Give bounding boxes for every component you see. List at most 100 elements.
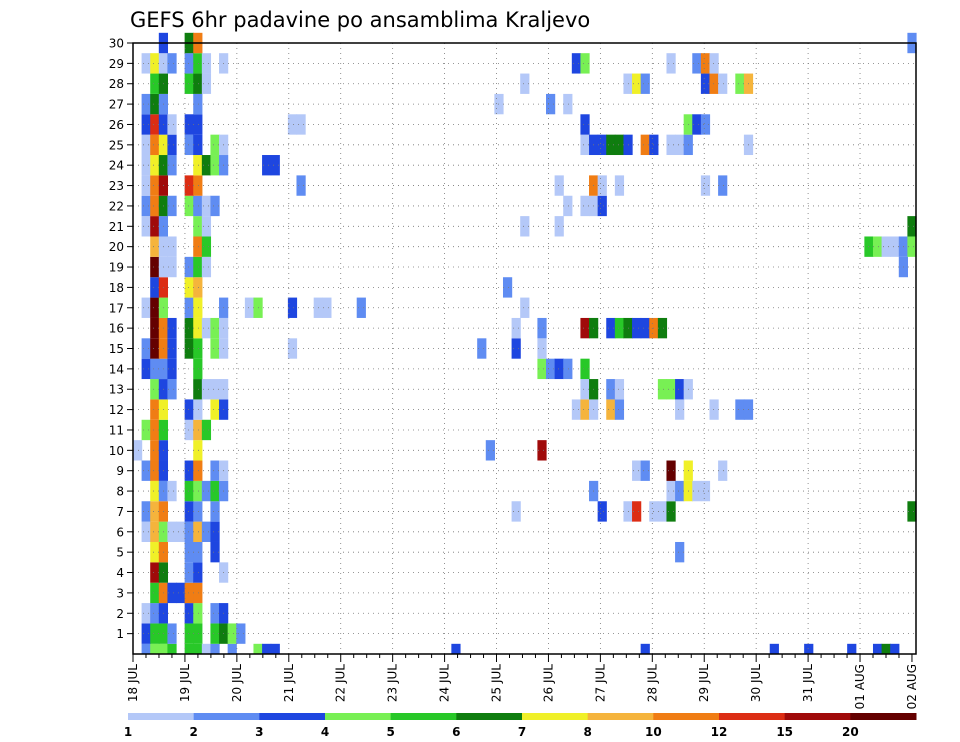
y-tick-label: 16	[109, 322, 124, 336]
heatmap-cell	[167, 256, 177, 278]
heatmap-cell	[193, 134, 203, 156]
heatmap-cell	[881, 643, 891, 654]
heatmap-cell	[193, 643, 203, 654]
y-tick-label: 15	[109, 342, 124, 356]
heatmap-cell	[141, 643, 151, 654]
color-bar-swatch	[653, 713, 720, 720]
y-tick-label: 14	[109, 362, 124, 376]
heatmap-cells	[133, 32, 917, 654]
heatmap-cell	[184, 521, 194, 542]
heatmap-cell	[210, 155, 220, 176]
color-bar-swatch	[587, 713, 654, 720]
heatmap-cell	[563, 93, 573, 115]
heatmap-cell	[141, 603, 151, 624]
y-tick-label: 1	[116, 627, 124, 641]
heatmap-cell	[597, 134, 607, 156]
heatmap-cell	[167, 114, 177, 135]
heatmap-cell	[709, 399, 719, 420]
heatmap-cell	[167, 480, 177, 502]
heatmap-cell	[193, 236, 203, 257]
heatmap-cell	[632, 73, 642, 94]
heatmap-cell	[356, 297, 366, 318]
heatmap-cell	[184, 419, 194, 441]
heatmap-cell	[141, 216, 151, 237]
heatmap-cell	[141, 358, 151, 380]
heatmap-cell	[675, 379, 685, 400]
y-tick-label: 13	[109, 383, 124, 397]
x-tick-label: 28 JUL	[645, 664, 659, 702]
y-axis: 1234567891011121314151617181920212223242…	[109, 37, 133, 641]
heatmap-cell	[141, 195, 151, 217]
heatmap-cell	[718, 73, 728, 94]
heatmap-cell	[150, 277, 160, 298]
heatmap-cell	[201, 419, 212, 441]
color-bar-label: 10	[645, 725, 662, 739]
heatmap-cell	[614, 399, 625, 420]
heatmap-cell	[262, 155, 272, 176]
x-tick-label: 25 JUL	[490, 664, 504, 702]
heatmap-cell	[296, 114, 306, 135]
chart-title: GEFS 6hr padavine po ansamblima Kraljevo	[130, 8, 590, 32]
heatmap-cell	[150, 114, 160, 135]
heatmap-cell	[201, 53, 212, 74]
heatmap-cell	[150, 216, 160, 237]
y-tick-label: 9	[116, 464, 124, 478]
heatmap-cell	[571, 53, 582, 74]
heatmap-cell	[700, 114, 711, 135]
heatmap-cell	[580, 134, 590, 156]
heatmap-cell	[184, 175, 194, 196]
y-tick-label: 20	[109, 240, 124, 254]
heatmap-cell	[485, 440, 495, 461]
y-tick-label: 18	[109, 281, 124, 295]
color-bar-label: 20	[842, 725, 859, 739]
heatmap-cell	[236, 623, 246, 644]
heatmap-cell	[193, 93, 203, 115]
heatmap-cell	[184, 623, 194, 644]
heatmap-cell	[158, 643, 169, 654]
heatmap-cell	[210, 521, 220, 542]
heatmap-cell	[675, 399, 685, 420]
heatmap-cell	[201, 643, 212, 654]
heatmap-cell	[210, 541, 220, 563]
heatmap-cell	[150, 541, 160, 563]
heatmap-cell	[563, 195, 573, 217]
heatmap-cell	[150, 480, 160, 502]
heatmap-cell	[141, 460, 151, 481]
y-tick-label: 4	[116, 566, 124, 580]
color-bar-label: 2	[189, 725, 197, 739]
heatmap-cell	[193, 53, 203, 74]
heatmap-cell	[201, 155, 212, 176]
heatmap-cell	[907, 236, 917, 257]
heatmap-cell	[700, 53, 711, 74]
heatmap-cell	[167, 195, 177, 217]
color-bar-label: 3	[255, 725, 263, 739]
y-tick-label: 29	[109, 57, 124, 71]
heatmap-cell	[597, 501, 607, 522]
x-tick-label: 30 JUL	[749, 664, 763, 702]
heatmap-cell	[141, 501, 151, 522]
color-bar-label: 7	[518, 725, 526, 739]
y-tick-label: 12	[109, 403, 124, 417]
heatmap-cell	[580, 379, 590, 400]
heatmap-cell	[141, 53, 151, 74]
heatmap-cell	[167, 317, 177, 339]
heatmap-cell	[193, 297, 203, 318]
heatmap-cell	[614, 317, 625, 339]
heatmap-cell	[193, 562, 203, 583]
heatmap-cell	[141, 134, 151, 156]
heatmap-cell	[184, 541, 194, 563]
heatmap-cell	[167, 338, 177, 359]
heatmap-cell	[150, 73, 160, 94]
heatmap-cell	[511, 501, 521, 522]
heatmap-cell	[666, 460, 676, 481]
heatmap-cell	[210, 460, 220, 481]
heatmap-cell	[580, 358, 590, 380]
y-tick-label: 11	[109, 423, 124, 437]
heatmap-cell	[769, 643, 779, 654]
y-tick-label: 26	[109, 118, 124, 132]
heatmap-cell	[141, 521, 151, 542]
heatmap-cell	[184, 195, 194, 217]
heatmap-cell	[141, 93, 151, 115]
heatmap-cell	[735, 73, 745, 94]
heatmap-cell	[322, 297, 332, 318]
